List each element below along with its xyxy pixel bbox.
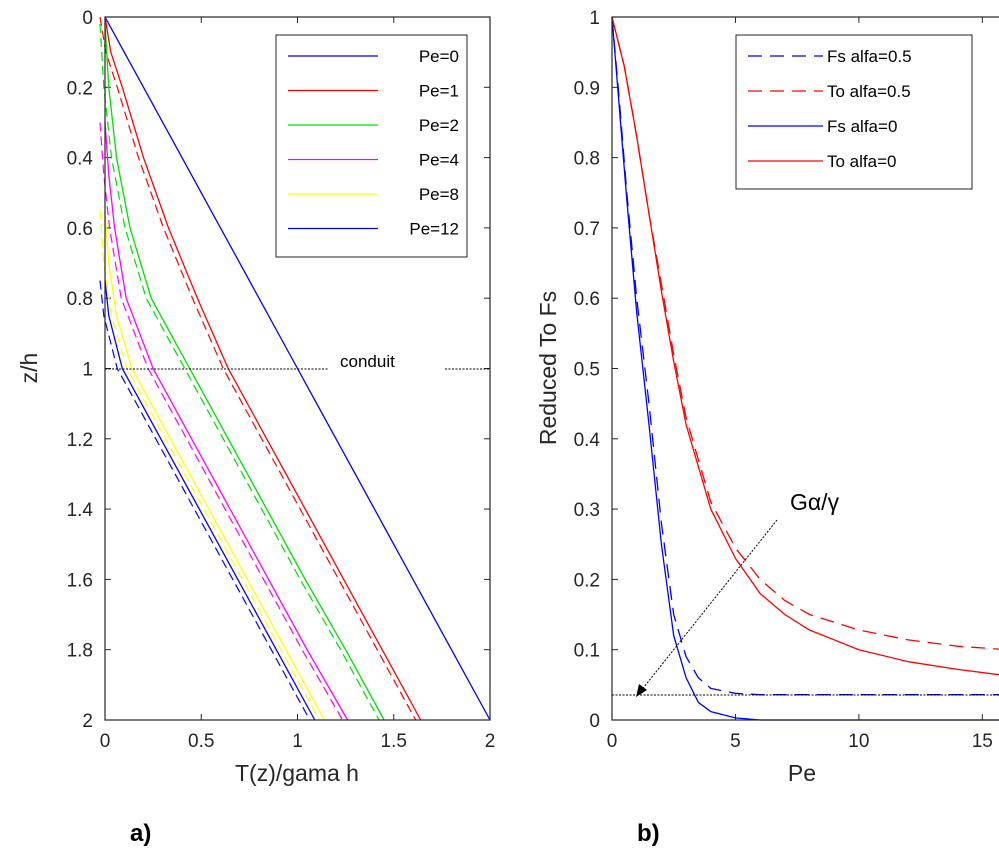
chart-b-annotation-arrow: [639, 519, 778, 693]
chart-a-ytick-label: 1.8: [67, 641, 93, 662]
chart-a-legend-label: Pe=1: [419, 82, 459, 101]
chart-a-xtick-label: 1.5: [381, 731, 407, 752]
chart-b-ytick-label: 0.9: [574, 78, 600, 99]
chart-b-series-line: [611, 16, 999, 721]
chart-b-legend-label: To alfa=0.5: [827, 82, 911, 101]
chart-b-xtick-label: 10: [848, 731, 869, 752]
chart-a-legend-label: Pe=4: [419, 151, 459, 170]
chart-a-ytick-label: 2: [82, 711, 93, 732]
chart-a-ticks: 0 0.5 1 1.5 200.20.40.60.811.21.41.61.82: [67, 8, 496, 752]
chart-b-arrow-head-icon: [636, 684, 647, 697]
chart-b-series-line: [611, 16, 999, 696]
chart-a-panel-label: a): [130, 820, 151, 847]
chart-b-ytick-label: 0.5: [574, 360, 600, 381]
chart-a-series-line: [104, 280, 316, 721]
chart-a-series-companion: [99, 280, 311, 721]
chart-a-legend-box: [275, 34, 468, 258]
chart-b-ytick-label: 0.4: [574, 430, 601, 451]
chart-b-panel-label: b): [637, 820, 660, 847]
chart-a-xtick-label: 0.5: [188, 731, 214, 752]
chart-b-ticks: 0 5 10 15 0 0.1 0.2 0.3 0.4 0.5 0.6 0.7 0.8 0.9 1: [574, 8, 993, 752]
chart-a-ytick-label: 1: [82, 360, 93, 381]
chart-b-ytick-label: 0.1: [574, 641, 600, 662]
chart-b-xlabel: Pe: [788, 760, 816, 786]
chart-b-legend-label: Fs alfa=0: [827, 117, 897, 136]
chart-b-ytick-label: 0.6: [574, 289, 600, 310]
chart-b-ytick-label: 0.2: [574, 570, 600, 591]
chart-b-frame: [611, 16, 999, 721]
chart-a-xtick-label: 2: [485, 731, 496, 752]
chart-a-frame: [104, 16, 491, 721]
chart-a-legend-label: Pe=2: [419, 116, 459, 135]
chart-a-xtick-label: 1: [292, 731, 303, 752]
chart-a-xlabel: T(z)/gama h: [235, 760, 359, 786]
chart-b-series-line: [611, 16, 999, 676]
chart-a-ytick-label: 1.2: [67, 430, 93, 451]
chart-b-xtick-label: 0: [607, 731, 618, 752]
chart-b-ytick-label: 0.7: [574, 219, 600, 240]
chart-a-series-companion: [99, 210, 320, 721]
chart-b-legend: Fs alfa=0.5 To alfa=0.5 Fs alfa=0 To alfa=0: [735, 34, 973, 190]
chart-a-ylabel: z/h: [16, 353, 42, 384]
chart-b: 0 5 10 15 0 0.1 0.2 0.3 0.4 0.5 0.6 0.7 0.8 0.9 1 Gα/γ…: [535, 8, 999, 847]
chart-a-ytick-label: 0.4: [67, 149, 94, 170]
chart-a-legend-label: Pe=12: [409, 220, 459, 239]
chart-b-xtick-label: 5: [730, 731, 741, 752]
chart-a-ytick-label: 0.6: [67, 219, 93, 240]
chart-a-series-line: [104, 210, 325, 721]
chart-a-series-line: [104, 122, 349, 721]
chart-a-legend-label: Pe=8: [419, 185, 459, 204]
chart-a-ytick-label: 1.6: [67, 570, 93, 591]
chart-a-annotation: conduit: [340, 352, 395, 371]
chart-b-ytick-label: 0.8: [574, 149, 600, 170]
chart-b-legend-label: Fs alfa=0.5: [827, 47, 912, 66]
chart-b-xtick-label: 15: [972, 731, 993, 752]
chart-a-series-line: [104, 16, 422, 721]
chart-a-series: [99, 16, 491, 721]
chart-a-series-companion: [99, 122, 344, 721]
chart-a-ytick-label: 0.8: [67, 289, 93, 310]
chart-b-series: [611, 16, 999, 721]
chart-a-legend: Pe=0 Pe=1 Pe=2 Pe=4 Pe=8 Pe=12: [275, 34, 468, 258]
chart-b-ytick-label: 1: [589, 8, 600, 29]
chart-a-legend-label: Pe=0: [419, 47, 459, 66]
chart-b-ytick-label: 0: [589, 711, 600, 732]
chart-a-ytick-label: 0.2: [67, 78, 93, 99]
chart-a-xtick-label: 0: [100, 731, 111, 752]
chart-b-ytick-label: 0.3: [574, 500, 600, 521]
chart-b-legend-box: [735, 34, 973, 190]
chart-b-legend-label: To alfa=0: [827, 152, 896, 171]
chart-b-annotation: Gα/γ: [790, 489, 840, 515]
chart-a-ytick-label: 1.4: [67, 500, 94, 521]
chart-b-ylabel: Reduced To Fs: [535, 291, 561, 445]
chart-a-ytick-label: 0: [82, 8, 93, 29]
chart-a: 0 0.5 1 1.5 200.20.40.60.811.21.41.61.82 con…: [16, 8, 495, 847]
